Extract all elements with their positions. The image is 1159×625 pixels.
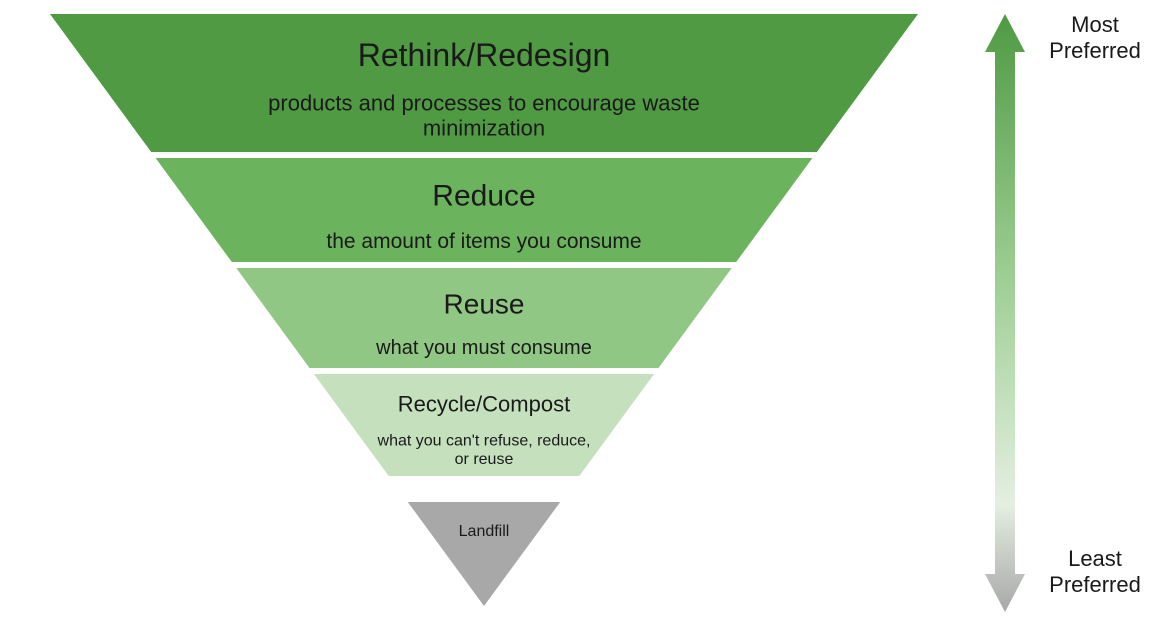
- least-preferred-label: Least: [1068, 546, 1122, 571]
- layer-title: Landfill: [459, 523, 510, 540]
- layer-subtitle: the amount of items you consume: [326, 230, 641, 253]
- layer-title: Rethink/Redesign: [358, 37, 611, 73]
- layer-subtitle: products and processes to encourage wast…: [268, 90, 700, 115]
- layer-subtitle: what you must consume: [375, 337, 592, 359]
- least-preferred-label: Preferred: [1049, 572, 1141, 597]
- waste-hierarchy-diagram: Rethink/Redesign products and processes t…: [0, 0, 1159, 625]
- layer-title: Reuse: [444, 288, 525, 319]
- layer-subtitle: what you can't refuse, reduce,: [377, 432, 591, 449]
- layer-title: Reduce: [432, 179, 535, 212]
- layer-title: Recycle/Compost: [398, 391, 570, 416]
- layer-subtitle: or reuse: [455, 451, 514, 468]
- layer-subtitle: minimization: [423, 116, 545, 141]
- preference-arrow: [985, 14, 1025, 612]
- funnel-layer-4: [408, 502, 560, 606]
- most-preferred-label: Most: [1071, 12, 1119, 37]
- most-preferred-label: Preferred: [1049, 38, 1141, 63]
